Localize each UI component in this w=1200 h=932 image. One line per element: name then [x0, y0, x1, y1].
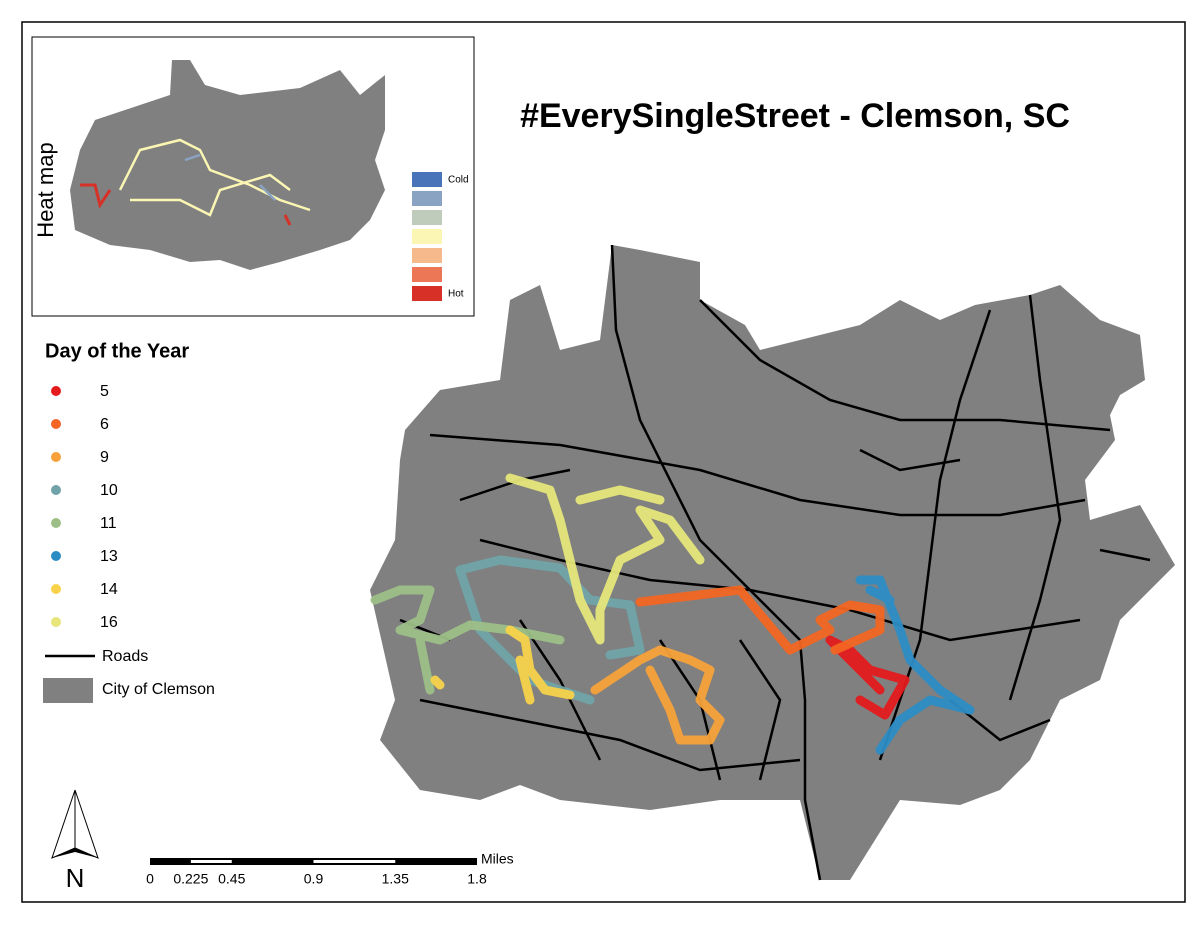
route [635, 585, 885, 655]
scale-bar-segment [313, 860, 396, 863]
heat-swatch [412, 191, 442, 206]
legend-label: 16 [100, 614, 118, 631]
legend-label: 10 [100, 482, 118, 499]
route [855, 575, 975, 755]
inset-route [184, 153, 276, 201]
inset-route [130, 173, 291, 217]
legend-dot [51, 419, 61, 429]
scale-bar-label: 0 [146, 871, 154, 887]
scale-bar: 0 0.225 0.45 0.9 1.35 1.8 Miles [146, 851, 514, 887]
scale-bar-label: 1.8 [467, 871, 487, 887]
inset-label: Heat map [33, 142, 58, 237]
heat-swatch [412, 267, 442, 282]
road [1008, 294, 1062, 701]
legend-label: 11 [100, 515, 117, 532]
heat-legend: Cold Hot [412, 172, 469, 301]
road [429, 433, 1086, 517]
scale-bar-label: 0.45 [218, 871, 245, 887]
legend-label: 13 [100, 548, 118, 565]
route [590, 645, 725, 745]
inset-city-area [70, 60, 385, 270]
legend-dot [51, 584, 61, 594]
routes [370, 473, 975, 755]
inset-route [80, 183, 292, 226]
road [699, 299, 1111, 432]
route [430, 625, 575, 705]
heat-swatch [412, 286, 442, 301]
legend: 5 6 9 10 11 13 14 16 [51, 383, 118, 631]
legend-dot [51, 452, 61, 462]
legend-dot [51, 551, 61, 561]
map-title: #EverySingleStreet - Clemson, SC [520, 97, 1070, 135]
north-label: N [66, 863, 85, 893]
legend-dot [51, 485, 61, 495]
scale-bar-unit: Miles [481, 851, 514, 867]
route [370, 585, 565, 695]
heat-swatch [412, 229, 442, 244]
road [479, 538, 1081, 642]
route [505, 473, 705, 645]
legend-label: 6 [100, 416, 109, 433]
inset-route [118, 138, 311, 212]
city-label: City of Clemson [102, 681, 215, 698]
city-area [370, 245, 1175, 880]
scale-bar-label: 1.35 [382, 871, 409, 887]
road [610, 244, 822, 881]
scale-bar-label: 0.9 [304, 871, 324, 887]
scale-bar-label: 0.225 [173, 871, 208, 887]
heat-swatch [412, 172, 442, 187]
legend-label: 9 [100, 449, 109, 466]
road [419, 698, 801, 772]
city-symbol [43, 678, 93, 703]
roads-label: Roads [102, 648, 148, 665]
route [455, 555, 645, 705]
heat-swatch [412, 210, 442, 225]
heat-swatch [412, 248, 442, 263]
north-arrow [52, 848, 98, 858]
legend-dot [51, 518, 61, 528]
inset-heat-routes [80, 138, 311, 226]
scale-bar-segment [190, 860, 232, 863]
heat-low-label: Cold [448, 175, 469, 186]
legend-label: 5 [100, 383, 109, 400]
legend-title: Day of the Year [45, 340, 189, 362]
heat-high-label: Hot [448, 289, 464, 300]
legend-label: 14 [100, 581, 118, 598]
legend-dot [51, 617, 61, 627]
route [825, 635, 910, 720]
legend-dot [51, 386, 61, 396]
